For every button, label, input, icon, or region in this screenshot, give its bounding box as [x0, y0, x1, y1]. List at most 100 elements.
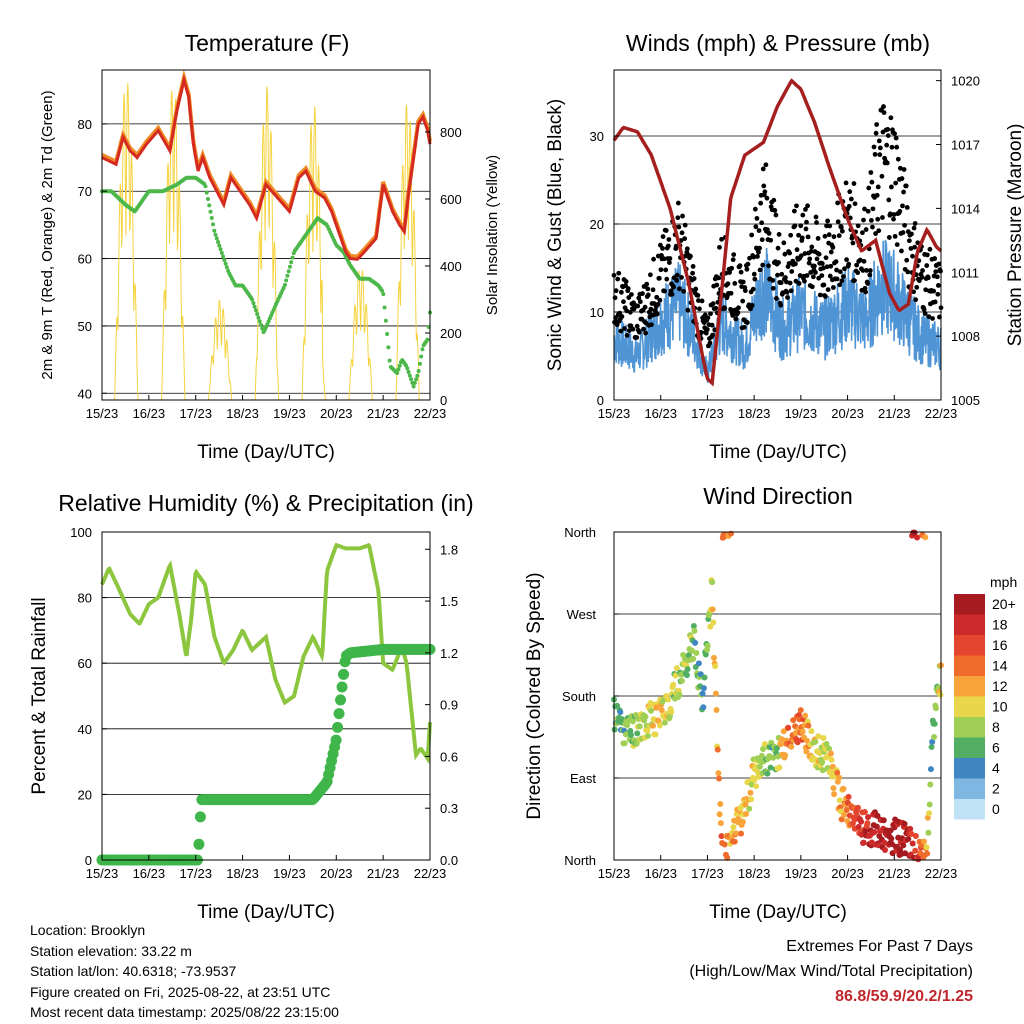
gust-point	[913, 297, 919, 303]
x-tick-label: 19/23	[273, 866, 306, 881]
gust-point	[884, 142, 890, 148]
gust-point	[651, 256, 656, 262]
direction-point	[747, 789, 754, 796]
direction-point	[699, 690, 706, 697]
dewpoint-point	[218, 247, 223, 252]
direction-point	[627, 731, 634, 738]
gust-point	[888, 115, 894, 121]
gust-point	[744, 266, 750, 272]
gust-point	[685, 307, 691, 313]
gust-point	[827, 223, 833, 229]
gust-point	[682, 236, 688, 242]
temperature-2m-line	[101, 74, 432, 261]
direction-point	[921, 838, 928, 845]
gust-point	[674, 278, 680, 283]
gust-point	[900, 230, 906, 235]
y-tick-label: 40	[78, 722, 92, 737]
colorbar-swatch	[954, 594, 985, 615]
direction-point	[823, 741, 830, 748]
direction-point	[712, 663, 719, 670]
gust-point	[788, 288, 794, 294]
colorbar-label: 16	[992, 637, 1008, 653]
direction-point	[661, 719, 668, 726]
direction-point	[914, 534, 921, 541]
gust-point	[760, 262, 766, 268]
gust-point	[742, 288, 748, 294]
gust-point	[732, 281, 738, 286]
direction-point	[672, 672, 679, 679]
gust-point	[910, 253, 915, 259]
direction-point	[700, 685, 707, 692]
gust-point	[675, 200, 681, 206]
gust-point	[630, 326, 636, 332]
y-tick-label: 20	[78, 787, 92, 802]
direction-point	[854, 804, 861, 811]
gust-point	[857, 257, 863, 263]
gust-point	[796, 281, 802, 286]
x-tick-label: 17/23	[179, 866, 212, 881]
direction-point	[937, 691, 944, 698]
gust-point	[809, 284, 815, 290]
gust-point	[634, 335, 640, 340]
dewpoint-point	[416, 368, 421, 373]
dewpoint-point	[221, 254, 226, 259]
direction-point	[794, 739, 801, 746]
direction-point	[742, 801, 749, 808]
y-tick-label: West	[567, 607, 597, 622]
direction-point	[926, 810, 933, 817]
dewpoint-point	[385, 332, 390, 337]
colorbar-label: 12	[992, 678, 1008, 694]
gust-point	[893, 135, 899, 141]
winds-x-ticks: 15/23 16/23 17/23 18/23 19/23 20/23 21/23 22/23	[598, 395, 957, 421]
dewpoint-point	[208, 209, 213, 214]
gust-point	[729, 265, 735, 271]
dewpoint-point	[387, 358, 392, 363]
gust-point	[785, 295, 790, 300]
direction-point	[716, 811, 723, 818]
gust-point	[775, 245, 781, 251]
dewpoint-point	[209, 216, 214, 221]
gust-point	[623, 279, 629, 284]
figure-created: Figure created on Fri, 2025-08-22, at 23…	[30, 983, 331, 1000]
precipitation-point	[336, 681, 348, 693]
precipitation-point	[333, 708, 345, 720]
y-tick-label: 1008	[951, 329, 980, 344]
gust-point	[814, 220, 819, 225]
gust-point	[914, 284, 920, 290]
gust-point	[647, 272, 653, 278]
gust-point	[874, 192, 880, 198]
direction-point	[926, 801, 933, 808]
gust-point	[862, 285, 868, 291]
direction-point	[648, 707, 655, 714]
gust-point	[831, 234, 837, 240]
gust-point	[768, 237, 774, 243]
gust-point	[637, 299, 643, 305]
direction-point	[668, 708, 675, 715]
gust-point	[770, 277, 776, 283]
gust-point	[821, 282, 827, 288]
dewpoint-point	[414, 377, 419, 382]
gust-point	[613, 288, 619, 294]
gust-point	[935, 291, 941, 297]
gust-point	[813, 214, 819, 220]
gust-point	[634, 323, 640, 329]
x-tick-label: 15/23	[598, 406, 631, 421]
gust-point	[927, 246, 933, 252]
gust-point	[816, 251, 822, 257]
gust-point	[738, 269, 744, 275]
gust-point	[752, 276, 758, 282]
direction-point	[902, 850, 909, 857]
gust-point	[675, 215, 681, 221]
direction-point	[732, 830, 739, 837]
gust-point	[892, 131, 897, 136]
direction-point	[901, 820, 908, 827]
dewpoint-point	[380, 288, 385, 293]
gust-point	[924, 263, 930, 268]
direction-point	[752, 763, 759, 770]
direction-point	[831, 791, 838, 798]
direction-point	[710, 654, 717, 661]
gust-point	[619, 314, 625, 319]
direction-point	[712, 690, 719, 697]
dewpoint-point	[406, 370, 411, 375]
dewpoint-point	[217, 243, 222, 248]
